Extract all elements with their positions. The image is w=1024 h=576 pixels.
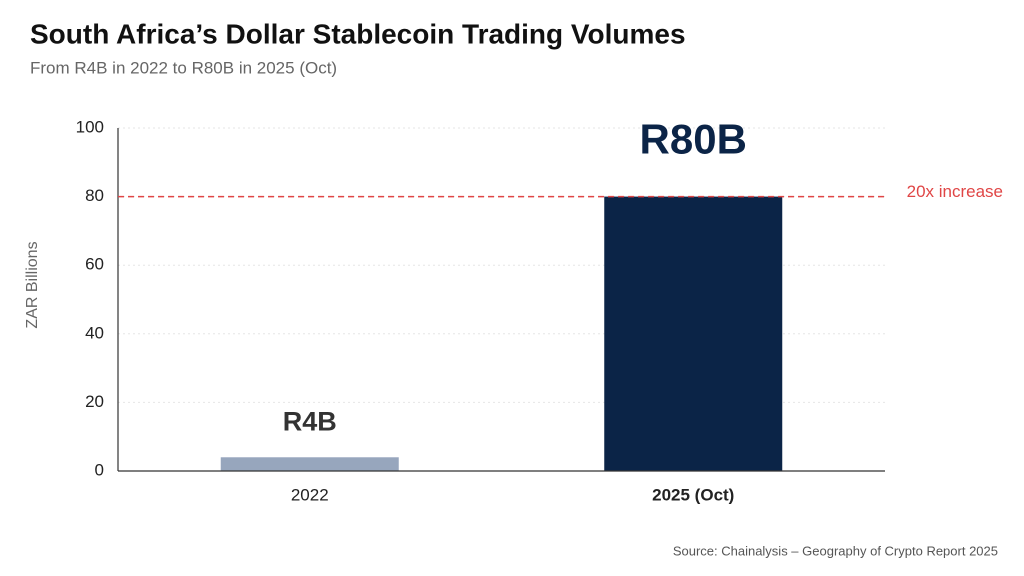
- y-axis-label: ZAR Billions: [24, 241, 41, 328]
- y-tick-label: 80: [85, 186, 104, 205]
- y-tick-label: 100: [76, 117, 104, 136]
- chart-subtitle: From R4B in 2022 to R80B in 2025 (Oct): [30, 58, 337, 77]
- value-label: R4B: [283, 406, 337, 436]
- chart-title: South Africa’s Dollar Stablecoin Trading…: [30, 18, 686, 49]
- y-tick-label: 0: [95, 460, 104, 479]
- x-tick-label: 2025 (Oct): [652, 485, 734, 504]
- y-tick-label: 20: [85, 392, 104, 411]
- bar: [220, 457, 399, 471]
- value-label: R80B: [640, 116, 747, 163]
- y-tick-label: 40: [85, 323, 104, 342]
- bar: [604, 196, 783, 471]
- y-tick-label: 60: [85, 255, 104, 274]
- reference-label: 20x increase: [907, 182, 1003, 201]
- x-tick-label: 2022: [291, 485, 329, 504]
- source-note: Source: Chainalysis – Geography of Crypt…: [673, 543, 998, 558]
